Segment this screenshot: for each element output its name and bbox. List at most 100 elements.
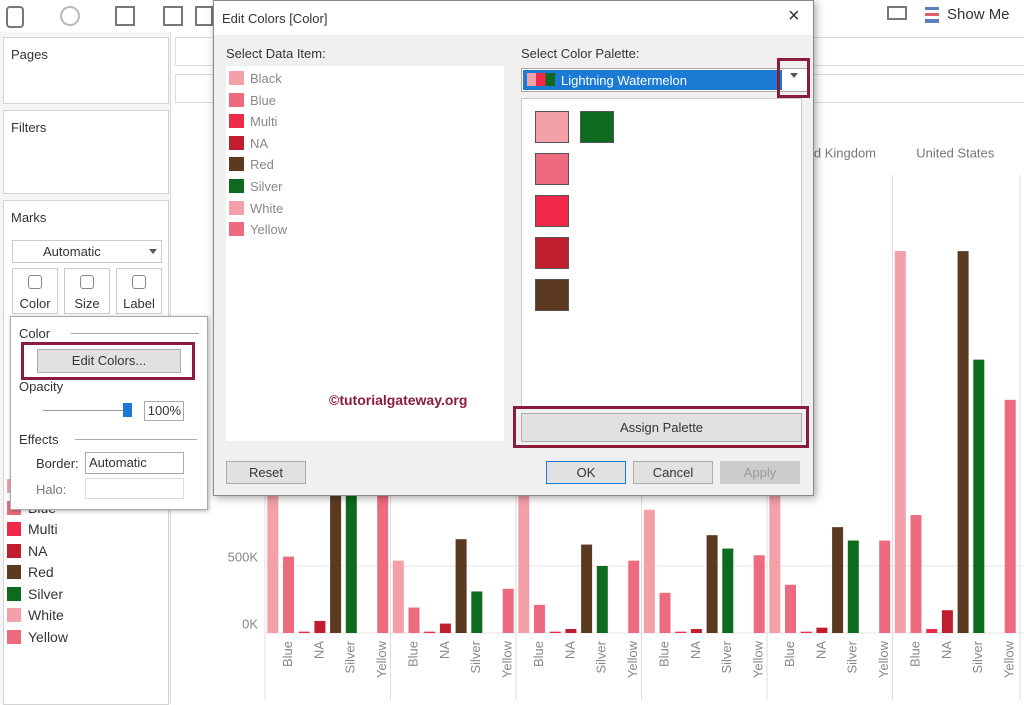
reset-button[interactable]: Reset (226, 461, 306, 484)
bar (722, 548, 734, 633)
mark-button-icon (80, 275, 94, 289)
item-swatch[interactable] (229, 92, 244, 107)
item-swatch[interactable] (229, 71, 244, 85)
slider-thumb[interactable] (123, 403, 132, 417)
item-label[interactable]: Multi (250, 114, 278, 130)
highlight (777, 58, 810, 98)
item-label[interactable]: Blue (250, 92, 277, 108)
palette-swatch (580, 111, 614, 143)
mark-button[interactable]: Label (116, 268, 162, 314)
bar (926, 628, 938, 633)
dropdown-arrow (790, 73, 798, 82)
mark-button[interactable]: Color (12, 268, 58, 314)
y-tick-label: 0K (242, 616, 258, 631)
bar (298, 631, 310, 633)
item-label[interactable]: Black (250, 71, 282, 86)
bar (816, 627, 828, 633)
show-me[interactable]: Show Me (947, 6, 1010, 23)
bar (345, 458, 357, 633)
edit-colors-button[interactable]: Edit Colors... (37, 349, 181, 373)
bar (879, 540, 891, 633)
close-button[interactable]: × (788, 5, 800, 27)
show-me-icon[interactable] (925, 7, 939, 23)
palette-label: Select Color Palette: (521, 46, 640, 61)
bar (753, 555, 765, 633)
legend-label: Yellow (28, 628, 68, 645)
popup-title: Color (19, 326, 51, 341)
x-tick-label: NA (311, 641, 326, 659)
mark-button-icon (28, 275, 42, 289)
x-tick-label: Silver (970, 640, 985, 673)
x-tick-label: NA (562, 641, 577, 659)
item-swatch[interactable] (229, 200, 244, 215)
apply-button[interactable]: Apply (720, 461, 800, 484)
palette-dropdown[interactable]: Lightning Watermelon (521, 68, 808, 92)
border-label: Border: (36, 456, 79, 471)
bar (769, 458, 781, 633)
bar (330, 458, 342, 633)
clear-icon[interactable] (195, 6, 213, 26)
bar (675, 631, 687, 633)
bar (957, 251, 969, 633)
x-tick-label: Silver (343, 640, 358, 673)
mark-button[interactable]: Size (64, 268, 110, 314)
y-tick-label: 500K (228, 549, 259, 564)
item-swatch[interactable] (229, 179, 244, 193)
bar (549, 631, 561, 633)
item-label[interactable]: Yellow (250, 222, 288, 238)
border-dropdown[interactable]: Automatic (85, 452, 184, 474)
legend-label: Multi (28, 521, 58, 537)
halo-label: Halo: (36, 482, 67, 497)
legend-label: NA (28, 542, 48, 559)
x-tick-label: Silver (845, 640, 860, 673)
palette-swatches (521, 98, 802, 408)
pages-label: Pages (11, 47, 48, 62)
highlight (21, 342, 195, 380)
halo-dropdown[interactable] (85, 478, 184, 499)
refresh-icon[interactable] (60, 6, 80, 26)
item-swatch[interactable] (229, 135, 244, 150)
item-swatch[interactable] (229, 157, 244, 172)
bar (706, 535, 718, 633)
bar (518, 458, 530, 633)
bar (502, 588, 514, 633)
x-tick-label: Blue (907, 641, 922, 667)
new-sheet-icon[interactable] (115, 6, 135, 26)
item-label[interactable]: NA (250, 135, 269, 151)
x-tick-label: Blue (280, 641, 295, 667)
dropdown-arrow (149, 249, 157, 258)
title-bar: Edit Colors [Color] × (214, 1, 813, 35)
legend-swatch (7, 522, 21, 536)
item-label[interactable]: Silver (250, 179, 283, 194)
separator (71, 333, 199, 334)
x-tick-label: Blue (782, 641, 797, 667)
bar (424, 631, 436, 633)
x-tick-label: NA (813, 641, 828, 659)
opacity-slider[interactable] (43, 410, 128, 411)
cancel-button[interactable]: Cancel (633, 461, 713, 484)
x-tick-label: Silver (594, 640, 609, 673)
data-item-list: Black Blue Multi NA Red Silver White Yellow (226, 66, 504, 441)
item-swatch[interactable] (229, 114, 244, 129)
assign-palette-button[interactable]: Assign Palette (521, 413, 802, 442)
marks-label: Marks (11, 210, 47, 225)
watermark: ©tutorialgateway.org (329, 392, 468, 408)
legend-label: Silver (28, 585, 64, 602)
palette-selected (523, 70, 782, 90)
item-label[interactable]: White (250, 200, 284, 216)
palette-swatch (535, 279, 569, 311)
presentation-icon[interactable] (887, 6, 907, 20)
x-tick-label: NA (437, 641, 452, 659)
palette-swatch (535, 153, 569, 185)
mark-type-dropdown[interactable]: Automatic (12, 240, 162, 263)
effects-label: Effects (19, 432, 59, 447)
opacity-value[interactable]: 100% (144, 401, 184, 421)
duplicate-icon[interactable] (163, 6, 183, 26)
item-label[interactable]: Red (250, 157, 274, 173)
ok-button[interactable]: OK (546, 461, 626, 484)
x-tick-label: Silver (468, 640, 483, 673)
item-swatch[interactable] (229, 222, 244, 237)
x-tick-label: Yellow (751, 640, 766, 678)
datasource-icon[interactable] (6, 6, 24, 28)
